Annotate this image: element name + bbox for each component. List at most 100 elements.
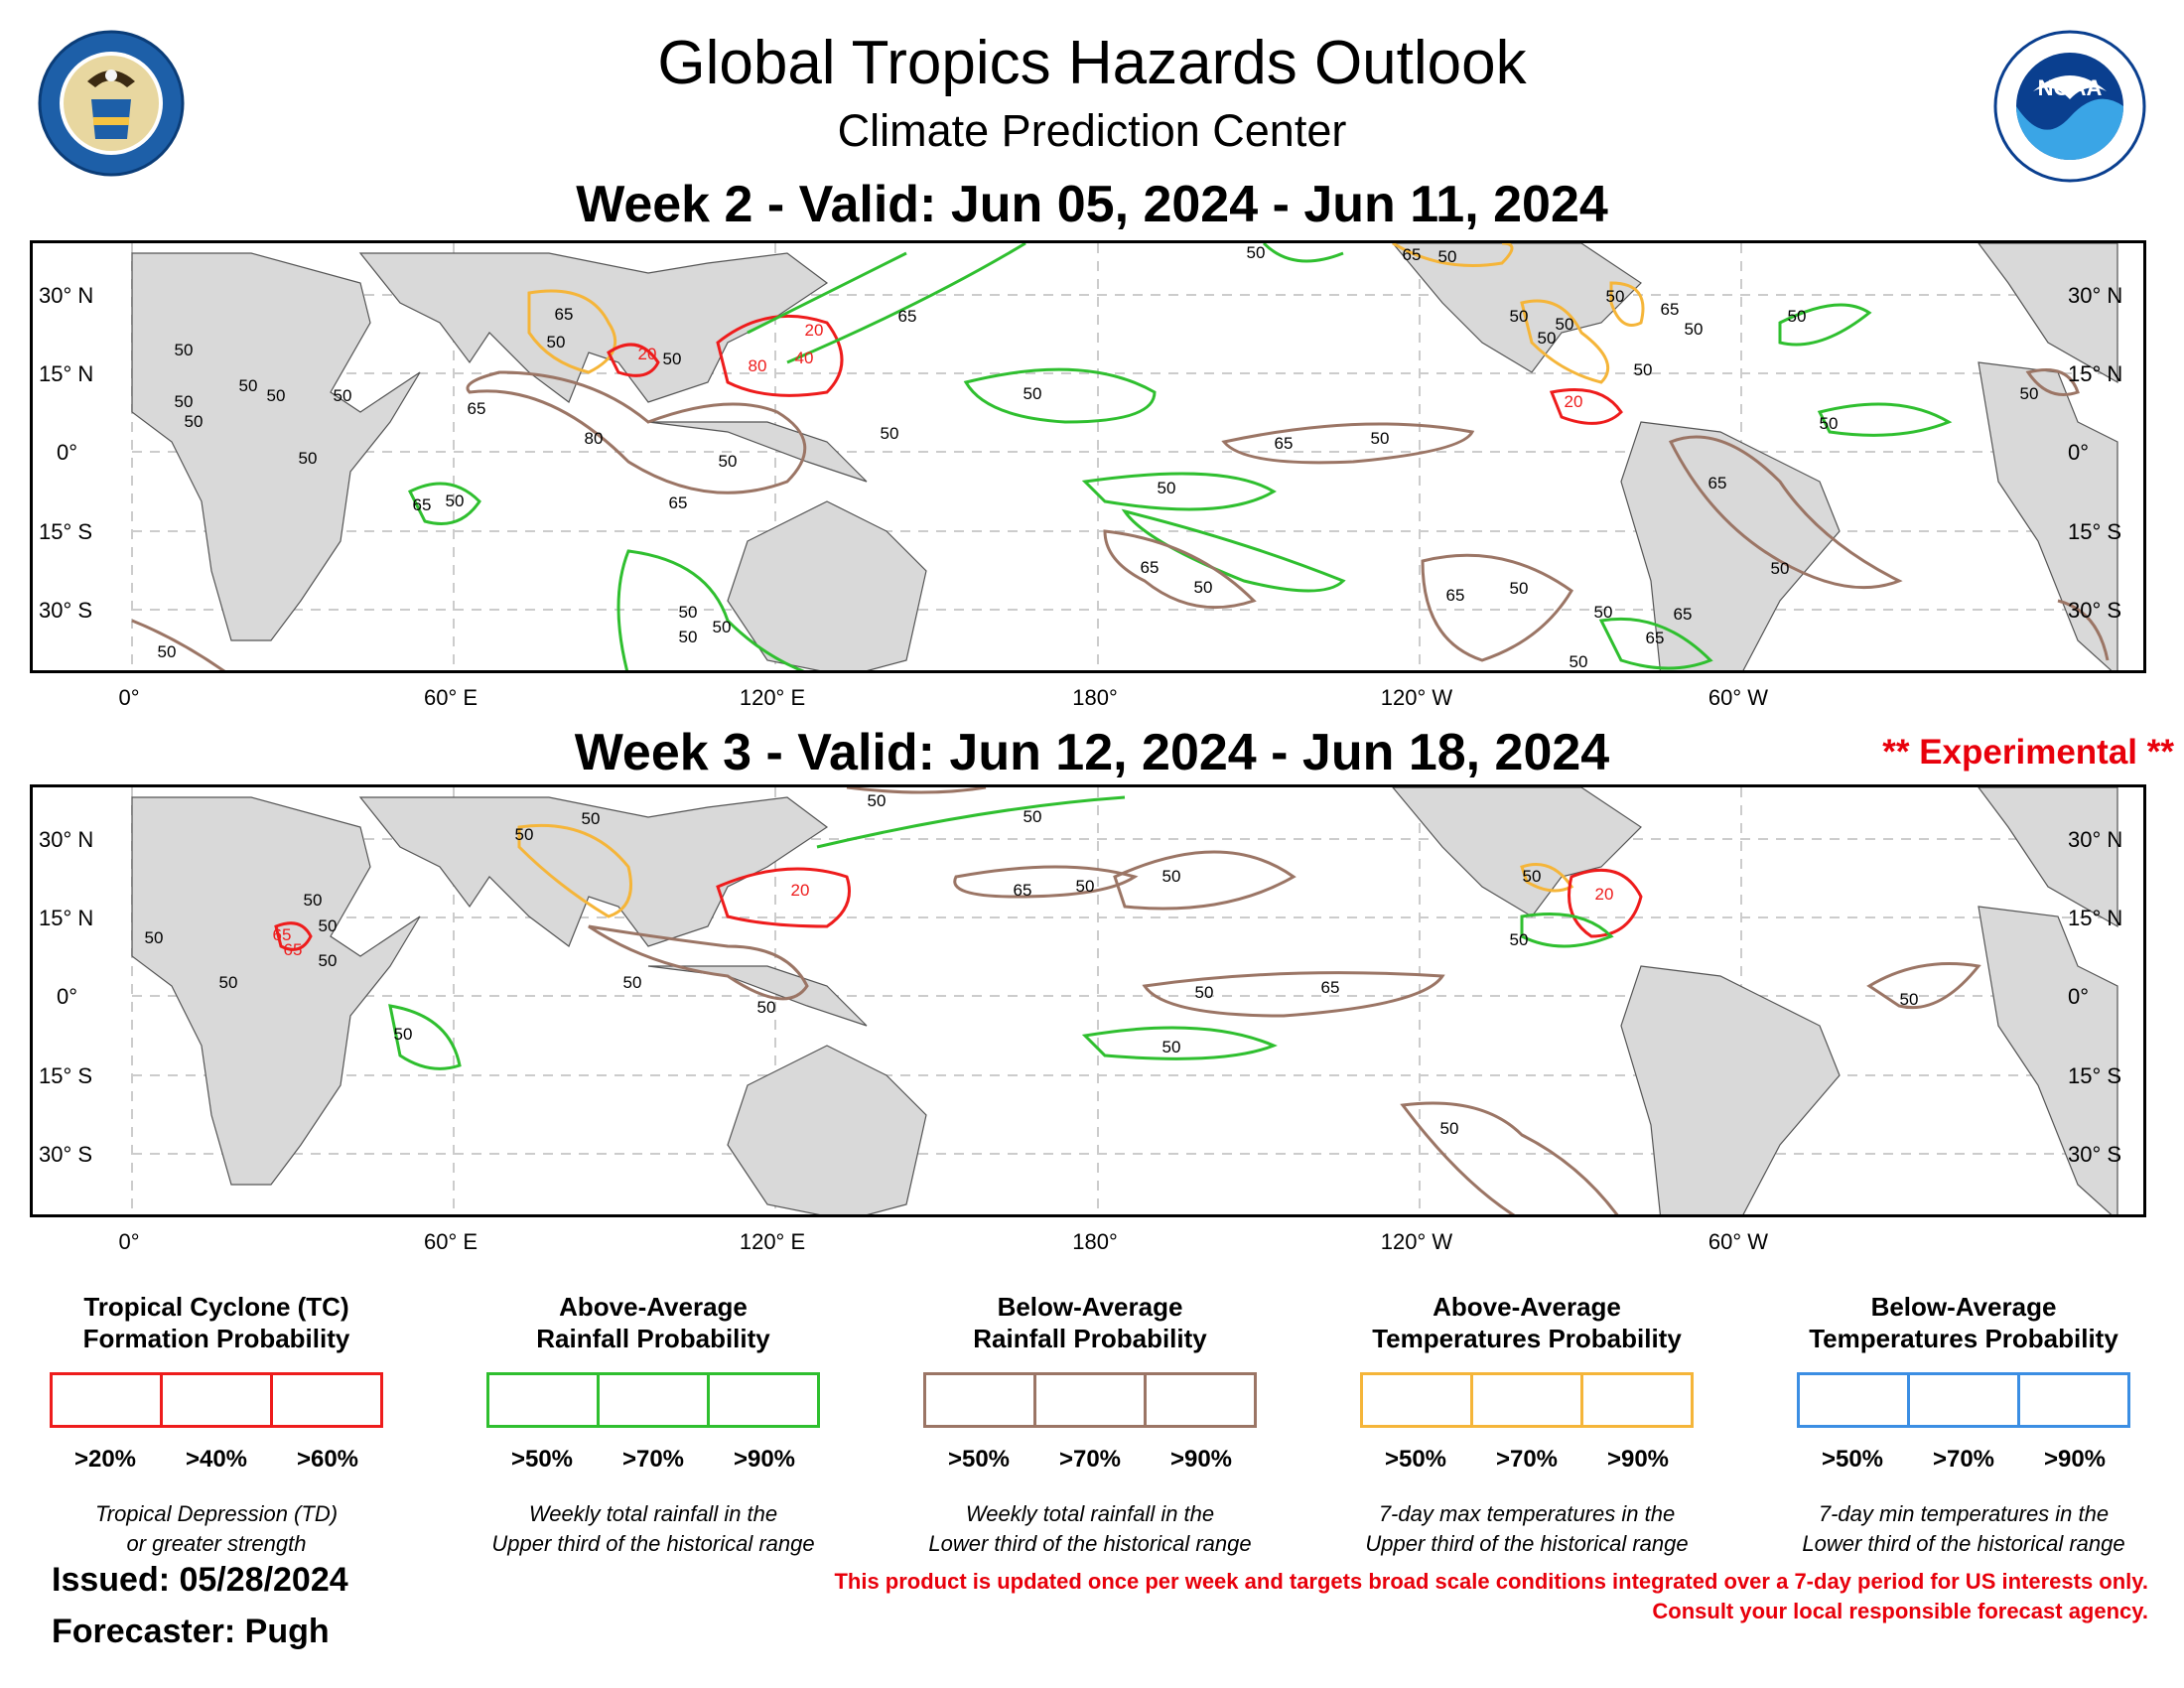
w2-temp-above-label: 50 [547, 333, 566, 352]
experimental-label: ** Experimental ** [1882, 733, 2174, 772]
week3-lon-60w: 60° W [1707, 1229, 1769, 1254]
legend-temp-above-tick-1: >50% [1384, 1446, 1447, 1473]
week3-lat-left-30n: 30° N [39, 827, 94, 852]
w3-rain-below-label: 50 [868, 791, 887, 810]
noaa-seal-icon: NOAA [1993, 30, 2146, 183]
w2-rain-below-label: 50 [239, 376, 258, 395]
w2-rain-below-label: 50 [2020, 384, 2039, 403]
w2-rain-below-label: 50 [267, 386, 286, 405]
asia-shape [358, 252, 829, 403]
week2-lon-60e: 60° E [423, 685, 478, 710]
legend-tc-tick-1: >20% [73, 1446, 137, 1473]
w2-rain-below-label: 50 [719, 452, 738, 471]
w3-rain-below-label: 65 [1014, 881, 1032, 900]
legend-rain-below-swatch-1 [923, 1372, 1036, 1428]
week2-lat-right-15s: 15° S [2068, 519, 2122, 544]
week3-lat-left-15n: 15° N [39, 906, 94, 930]
week3-lon-0: 0° [118, 1229, 140, 1254]
w2-rain-below-label: 50 [175, 392, 194, 411]
legend-temp-above-tick-2: >70% [1495, 1446, 1559, 1473]
w2-rain-above-label: 50 [1820, 414, 1839, 433]
week2-lon-180: 180° [1072, 685, 1118, 710]
legend-temp-below-title1: Below-Average [1870, 1292, 2057, 1322]
week2-lon-60w: 60° W [1707, 685, 1769, 710]
week3-contours [274, 787, 1981, 1214]
w2-rain-above-label: 65 [1661, 300, 1680, 319]
w3-rain-below-label: 50 [1900, 990, 1919, 1009]
w2-rain-below-label: 50 [679, 628, 698, 646]
week2-title: Week 2 - Valid: Jun 05, 2024 - Jun 11, 2… [576, 176, 1608, 233]
forecaster-name: Forecaster: Pugh [52, 1613, 330, 1650]
w2-rain-below-label: 50 [881, 424, 899, 443]
legend-temp-below-desc2: Lower third of the historical range [1802, 1531, 2125, 1556]
legend-tc-swatch-1 [50, 1372, 163, 1428]
w2-tc-label: 20 [638, 345, 657, 363]
legend-tc-swatch-3 [273, 1372, 383, 1428]
noaa-logo: NOAA [1993, 30, 2146, 183]
legend-rain-above-title1: Above-Average [559, 1292, 748, 1322]
department-of-commerce-seal [38, 30, 185, 177]
w2-rain-below-label: 50 [175, 341, 194, 359]
legend-tc: Tropical Cyclone (TC) Formation Probabil… [18, 1291, 415, 1559]
w2-rain-above-label: 50 [713, 618, 732, 636]
legend-tc-tick-2: >40% [185, 1446, 248, 1473]
w2-rain-below-label: 65 [1446, 586, 1465, 605]
w3-rain-below-label: 50 [1076, 877, 1095, 896]
legend-rain-below-swatch-3 [1147, 1372, 1257, 1428]
legend-rain-above-desc1: Weekly total rainfall in the [528, 1501, 778, 1526]
week3-lat-right-15s: 15° S [2068, 1063, 2122, 1088]
week2-landmasses [131, 243, 2118, 670]
week3-contour-labels: 65 65 20 20 50 50 50 50 50 50 50 50 50 5… [145, 791, 1919, 1138]
west-africa-right-shape [1978, 243, 2118, 384]
legend-temp-below-swatch-1 [1797, 1372, 1910, 1428]
w2-rain-above-label: 50 [446, 492, 465, 510]
africa-right-shape [1978, 361, 2118, 670]
w3-rain-below-label: 50 [1440, 1119, 1459, 1138]
w3-tc-label: 65 [273, 925, 292, 944]
w2-tc-label: 40 [795, 349, 814, 367]
australia-shape [727, 500, 927, 670]
w2-tc-label: 20 [1565, 392, 1583, 411]
legend-temp-above-title2: Temperatures Probability [1372, 1324, 1682, 1353]
w2-rain-above-label: 65 [898, 307, 917, 326]
w2-rain-above-label: 50 [1634, 360, 1653, 379]
w3-rain-above-label: 50 [1162, 1038, 1181, 1056]
legend-rain-below-desc1: Weekly total rainfall in the [965, 1501, 1215, 1526]
w2-temp-above-label: 50 [1538, 329, 1557, 348]
legend-rain-below-tick-2: >70% [1058, 1446, 1122, 1473]
w2-rain-below-label: 50 [1371, 429, 1390, 448]
w2-rain-below-label: 50 [185, 412, 204, 431]
w2-rain-below-label: 50 [158, 642, 177, 661]
w3-rain-below-label: 50 [1162, 867, 1181, 886]
indonesia-shape [647, 421, 868, 483]
w2-rain-above-label: 50 [1024, 384, 1042, 403]
legend-temp-above-swatches [1360, 1372, 1694, 1428]
south-america-shape [1620, 421, 1841, 670]
legend-tc-title2: Formation Probability [82, 1324, 350, 1353]
w2-rain-above-label: 50 [1247, 243, 1266, 262]
w2-rain-above-label: 50 [663, 350, 682, 368]
week3-lat-right-0: 0° [2068, 984, 2090, 1009]
commerce-seal-icon [38, 30, 185, 177]
week3-lat-left-0: 0° [57, 984, 78, 1009]
w3-rain-below-label: 50 [757, 998, 776, 1017]
legend-temp-below-title2: Temperatures Probability [1809, 1324, 2118, 1353]
week2-lat-left-30n: 30° N [39, 283, 94, 308]
week2-lon-0: 0° [118, 685, 140, 710]
legend-tc-swatch-2 [163, 1372, 273, 1428]
legend-temp-below-tick-2: >70% [1932, 1446, 1995, 1473]
legend-rain-below-desc2: Lower third of the historical range [928, 1531, 1252, 1556]
legend-temp-above-swatch-1 [1360, 1372, 1473, 1428]
w3-rain-below-label: 65 [1321, 978, 1340, 997]
w3-temp-above-label: 50 [515, 825, 534, 844]
week2-lat-right-15n: 15° N [2068, 361, 2123, 386]
week2-lat-left-30s: 30° S [39, 598, 93, 623]
w2-rain-below-label: 50 [1771, 559, 1790, 578]
legend-rain-below-swatch-2 [1036, 1372, 1147, 1428]
legend-rain-below-title1: Below-Average [997, 1292, 1183, 1322]
legend-temp-below-tick-3: >90% [2043, 1446, 2107, 1473]
legend-temp-above-desc2: Upper third of the historical range [1365, 1531, 1689, 1556]
legend-temp-below-swatch-2 [1910, 1372, 2020, 1428]
w2-rain-below-label: 65 [468, 399, 486, 418]
week3-lon-120w: 120° W [1380, 1229, 1453, 1254]
